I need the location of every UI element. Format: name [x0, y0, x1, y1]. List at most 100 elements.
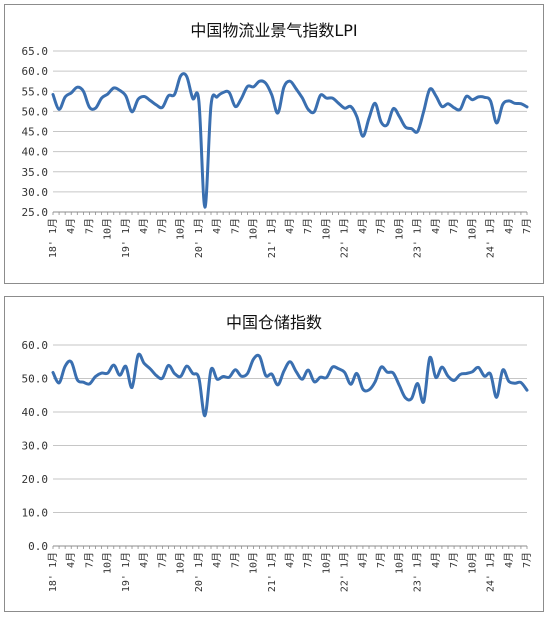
data-point — [319, 94, 321, 96]
x-tick-label: 7月 — [156, 218, 168, 234]
data-point — [283, 86, 285, 88]
data-point — [204, 206, 206, 208]
x-tick-label: 7月 — [83, 218, 95, 234]
data-point — [423, 401, 425, 403]
data-point — [471, 371, 473, 373]
data-point — [344, 107, 346, 109]
data-point — [416, 382, 418, 384]
data-point — [380, 366, 382, 368]
data-point — [453, 107, 455, 109]
x-tick-label: 4月 — [430, 218, 442, 234]
data-point — [82, 381, 84, 383]
x-tick-label: 4月 — [211, 218, 223, 234]
data-point — [258, 355, 260, 357]
data-point — [113, 87, 115, 89]
data-point — [167, 364, 169, 366]
data-point — [495, 122, 497, 124]
x-tick-label: 7月 — [448, 218, 460, 234]
data-point — [410, 128, 412, 130]
x-tick-label: 10月 — [393, 552, 405, 574]
data-point — [313, 111, 315, 113]
data-point — [477, 366, 479, 368]
data-point — [362, 388, 364, 390]
y-tick-label: 60.0 — [22, 65, 49, 78]
data-point — [459, 108, 461, 110]
x-tick-label: 10月 — [175, 552, 187, 574]
x-tick-label: 7月 — [375, 218, 387, 234]
data-point — [228, 376, 230, 378]
data-point — [70, 361, 72, 363]
data-point — [271, 373, 273, 375]
data-point — [386, 124, 388, 126]
data-point — [198, 99, 200, 101]
data-point — [331, 366, 333, 368]
y-tick-label: 20.0 — [22, 473, 49, 486]
x-tick-label: 7月 — [229, 552, 241, 568]
data-point — [502, 103, 504, 105]
data-point — [362, 135, 364, 137]
data-point — [173, 372, 175, 374]
data-point — [76, 379, 78, 381]
data-point — [192, 372, 194, 374]
x-tick-label: 4月 — [65, 552, 77, 568]
x-tick-label: 7月 — [229, 218, 241, 234]
x-tick-label: 19' 1月 — [120, 552, 132, 592]
x-tick-label: 23' 1月 — [412, 218, 424, 258]
x-tick-label: 18' 1月 — [47, 218, 59, 258]
data-point — [368, 117, 370, 119]
data-point — [289, 80, 291, 82]
data-point — [325, 97, 327, 99]
data-point — [125, 365, 127, 367]
x-tick-label: 10月 — [102, 552, 114, 574]
x-tick-label: 7月 — [302, 218, 314, 234]
y-tick-label: 50.0 — [22, 105, 49, 118]
data-point — [447, 375, 449, 377]
data-point — [453, 379, 455, 381]
x-tick-label: 4月 — [503, 218, 515, 234]
data-point — [161, 377, 163, 379]
data-point — [410, 397, 412, 399]
data-point — [313, 381, 315, 383]
data-point — [520, 381, 522, 383]
data-point — [331, 97, 333, 99]
data-point — [155, 374, 157, 376]
storage-chart-panel: 中国仓储指数 0.0 10.0 20.0 30.0 40.0 50.0 60.0 18' 1月… — [4, 296, 544, 612]
data-point — [88, 106, 90, 108]
data-point — [186, 75, 188, 77]
x-tick-label: 10月 — [102, 218, 114, 240]
data-point — [502, 369, 504, 371]
y-tick-label: 10.0 — [22, 507, 49, 520]
x-tick-label: 4月 — [430, 552, 442, 568]
y-tick-label: 65.0 — [22, 45, 49, 58]
x-tick-label: 7月 — [83, 552, 95, 568]
data-point — [392, 107, 394, 109]
data-point — [495, 396, 497, 398]
data-point — [204, 415, 206, 417]
data-point — [441, 105, 443, 107]
y-tick-label: 35.0 — [22, 166, 49, 179]
data-point — [216, 96, 218, 98]
x-tick-label: 21' 1月 — [266, 552, 278, 592]
x-tick-label: 22' 1月 — [339, 218, 351, 258]
data-point — [398, 115, 400, 117]
data-point — [119, 374, 121, 376]
lpi-chart-panel: 中国物流业景气指数LPI 25.0 30.0 35.0 40.0 45.0 50.0 55.… — [4, 4, 544, 284]
x-tick-label: 10月 — [320, 552, 332, 574]
data-point — [179, 75, 181, 77]
data-point — [289, 361, 291, 363]
data-point — [125, 95, 127, 97]
data-point — [429, 88, 431, 90]
data-point — [514, 382, 516, 384]
x-tick-label: 7月 — [521, 552, 533, 568]
data-point — [192, 97, 194, 99]
data-point — [246, 85, 248, 87]
x-tick-label: 24' 1月 — [485, 552, 497, 592]
y-tick-label: 60.0 — [22, 339, 49, 352]
lpi-chart: 25.0 30.0 35.0 40.0 45.0 50.0 55.0 60.0 65.0 18' … — [22, 45, 534, 258]
data-point — [483, 96, 485, 98]
x-tick-label: 4月 — [284, 218, 296, 234]
data-point — [265, 82, 267, 84]
x-tick-label: 10月 — [466, 552, 478, 574]
x-tick-label: 20' 1月 — [193, 218, 205, 258]
data-point — [301, 378, 303, 380]
